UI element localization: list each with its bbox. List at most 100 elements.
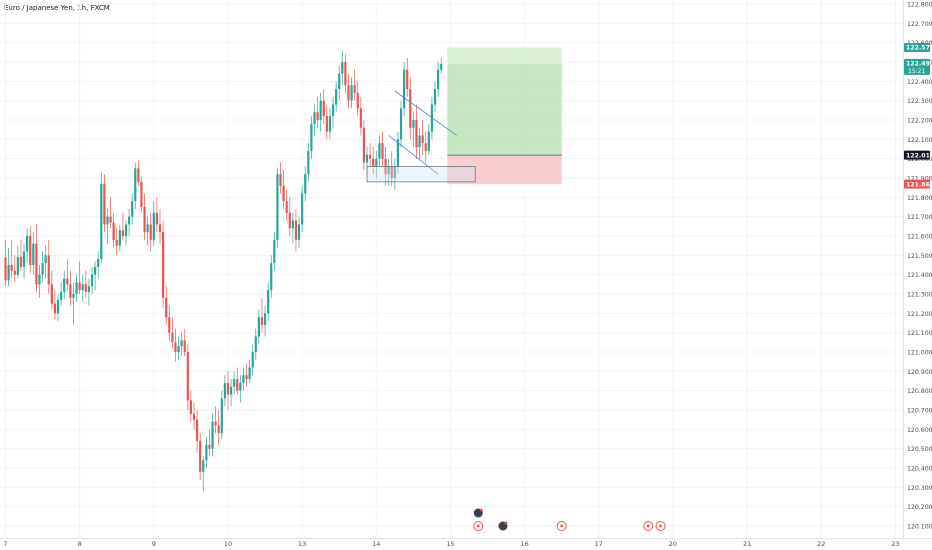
candle-body: [350, 85, 353, 101]
candle-body: [433, 89, 437, 105]
candle-body: [365, 154, 369, 163]
time-tick-label: 20: [669, 540, 677, 548]
candle-body: [106, 216, 109, 225]
candle-body: [294, 220, 298, 240]
candle-body: [381, 143, 384, 159]
candle-body: [313, 112, 316, 124]
candle-body: [202, 460, 205, 472]
candle-body: [270, 263, 273, 291]
candle-body: [143, 207, 146, 233]
candle-body: [87, 286, 91, 293]
candle-body: [409, 89, 412, 128]
candle-body: [124, 224, 128, 236]
event-markers[interactable]: [473, 508, 666, 531]
candle-body: [325, 116, 328, 132]
candle-body: [94, 266, 97, 275]
candle-body: [208, 444, 211, 449]
stop-loss-zone[interactable]: [447, 155, 562, 185]
candle-body: [56, 299, 60, 314]
candle-body: [229, 386, 233, 395]
candle-body: [69, 284, 72, 298]
candle-body: [378, 143, 381, 159]
candle-body: [307, 150, 310, 175]
candle-body: [29, 236, 32, 265]
price-tick-label: 120.500: [907, 446, 932, 453]
candle-body: [223, 382, 226, 399]
price-label-box: [904, 150, 930, 160]
candle-body: [344, 62, 347, 86]
time-tick-label: 14: [372, 540, 380, 548]
candle-body: [26, 236, 29, 252]
candle-body: [149, 224, 152, 240]
price-label-text: 122.575: [906, 45, 932, 52]
price-tick-label: 120.800: [907, 388, 932, 395]
candle-body: [78, 282, 81, 291]
candle-body: [180, 340, 183, 347]
candle-body: [399, 108, 403, 140]
candle-body: [134, 168, 137, 202]
candle-body: [7, 265, 10, 281]
profit-zone[interactable]: [447, 47, 562, 156]
candle-body: [140, 181, 143, 207]
price-tick-label: 121.200: [907, 311, 932, 318]
candle-body: [304, 174, 307, 194]
price-axis[interactable]: 122.800122.700122.600122.500122.400122.3…: [903, 0, 932, 538]
candle-body: [331, 104, 335, 117]
range-rectangle[interactable]: [366, 166, 476, 183]
candle-body: [177, 346, 180, 352]
price-tick-label: 121.000: [907, 350, 932, 357]
candle-body: [171, 332, 174, 343]
channel-upper-line[interactable]: [394, 90, 457, 136]
candle-body: [103, 183, 106, 225]
candle-body: [131, 201, 134, 217]
chart-title: Euro / Japanese Yen, 1h, FXCM: [4, 4, 110, 12]
candle-body: [161, 232, 165, 298]
time-tick-label: 9: [152, 540, 156, 548]
time-tick-label: 21: [743, 540, 751, 548]
price-tick-label: 120.200: [907, 504, 932, 511]
candle-body: [335, 89, 338, 105]
candle-body: [236, 379, 239, 391]
trend-drawings[interactable]: [366, 90, 476, 183]
price-tick-label: 121.300: [907, 292, 932, 299]
candle-body: [41, 263, 44, 275]
candle-body: [279, 174, 282, 186]
candle-body: [112, 222, 115, 240]
time-tick-label: 17: [595, 540, 603, 548]
price-tick-label: 121.800: [907, 195, 932, 202]
price-tick-label: 120.700: [907, 408, 932, 415]
time-tick-label: 8: [78, 540, 82, 548]
candle-body: [100, 183, 103, 260]
candle-body: [66, 278, 69, 285]
calendar-dot-core-icon: [659, 524, 662, 528]
candle-body: [415, 120, 418, 148]
candle-body: [84, 284, 87, 293]
candle-body: [115, 239, 118, 246]
candle-body: [412, 120, 415, 128]
candle-body: [375, 158, 378, 167]
candle-body: [168, 317, 171, 333]
candle-body: [291, 220, 294, 229]
candle-body: [347, 85, 350, 101]
position-tool[interactable]: [447, 47, 562, 185]
candle-body: [152, 212, 155, 240]
candle-body: [288, 212, 291, 229]
candle-body: [273, 239, 276, 264]
candle-body: [118, 230, 121, 246]
candle-body: [263, 313, 267, 325]
candle-body: [63, 278, 66, 293]
candle-body: [285, 201, 288, 213]
price-tick-label: 121.700: [907, 214, 932, 221]
candle-body: [13, 270, 16, 275]
channel-lower-line[interactable]: [388, 135, 439, 175]
price-tick-label: 120.400: [907, 466, 932, 473]
price-tick-label: 120.900: [907, 369, 932, 376]
candles: [4, 50, 443, 492]
price-tick-label: 122.200: [907, 118, 932, 125]
candle-body: [10, 265, 13, 271]
candle-body: [251, 352, 254, 368]
time-axis[interactable]: 7891013141516172021222324: [0, 538, 932, 549]
candle-body: [128, 216, 131, 225]
candle-body: [437, 69, 440, 90]
